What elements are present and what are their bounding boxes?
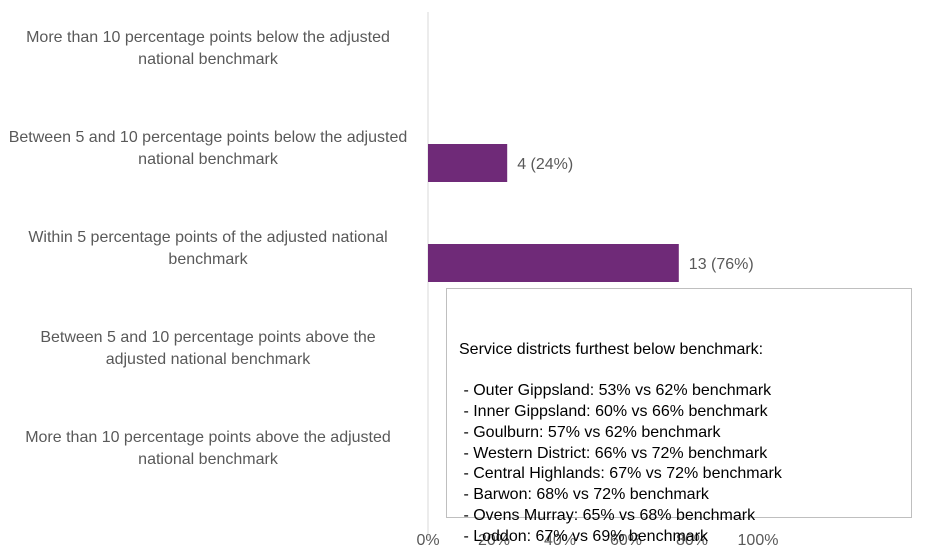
x-tick-label: 0% (416, 532, 439, 549)
annotation-item: - Ovens Murray: 65% vs 68% benchmark (459, 506, 756, 524)
value-label: 13 (76%) (689, 256, 754, 273)
x-tick-label: 60% (610, 532, 642, 549)
x-tick-label: 80% (676, 532, 708, 549)
category-label: More than 10 percentage points below the… (26, 29, 390, 68)
annotation-item: - Central Highlands: 67% vs 72% benchmar… (459, 465, 782, 483)
annotation-item: - Goulburn: 57% vs 62% benchmark (459, 423, 721, 441)
category-label: Between 5 and 10 percentage points above… (40, 329, 376, 368)
annotation-item: - Inner Gippsland: 60% vs 66% benchmark (459, 402, 768, 420)
x-tick-label: 20% (478, 532, 510, 549)
category-label: More than 10 percentage points above the… (25, 429, 391, 468)
category-label: Between 5 and 10 percentage points below… (8, 129, 408, 168)
bar (428, 244, 679, 282)
x-tick-label: 100% (738, 532, 779, 549)
annotation-box: Service districts furthest below benchma… (446, 288, 912, 545)
annotation-item: - Western District: 66% vs 72% benchmark (459, 444, 768, 462)
annotation-item: - Loddon: 67% vs 69% benchmark (459, 527, 709, 545)
category-label: Within 5 percentage points of the adjust… (28, 229, 388, 268)
annotation-item: - Outer Gippsland: 53% vs 62% benchmark (459, 382, 772, 400)
value-label: 4 (24%) (517, 156, 573, 173)
annotation-item: - Barwon: 68% vs 72% benchmark (459, 486, 709, 504)
x-tick-label: 40% (544, 532, 576, 549)
bar (428, 144, 508, 182)
annotation-title: Service districts furthest below benchma… (459, 340, 764, 358)
